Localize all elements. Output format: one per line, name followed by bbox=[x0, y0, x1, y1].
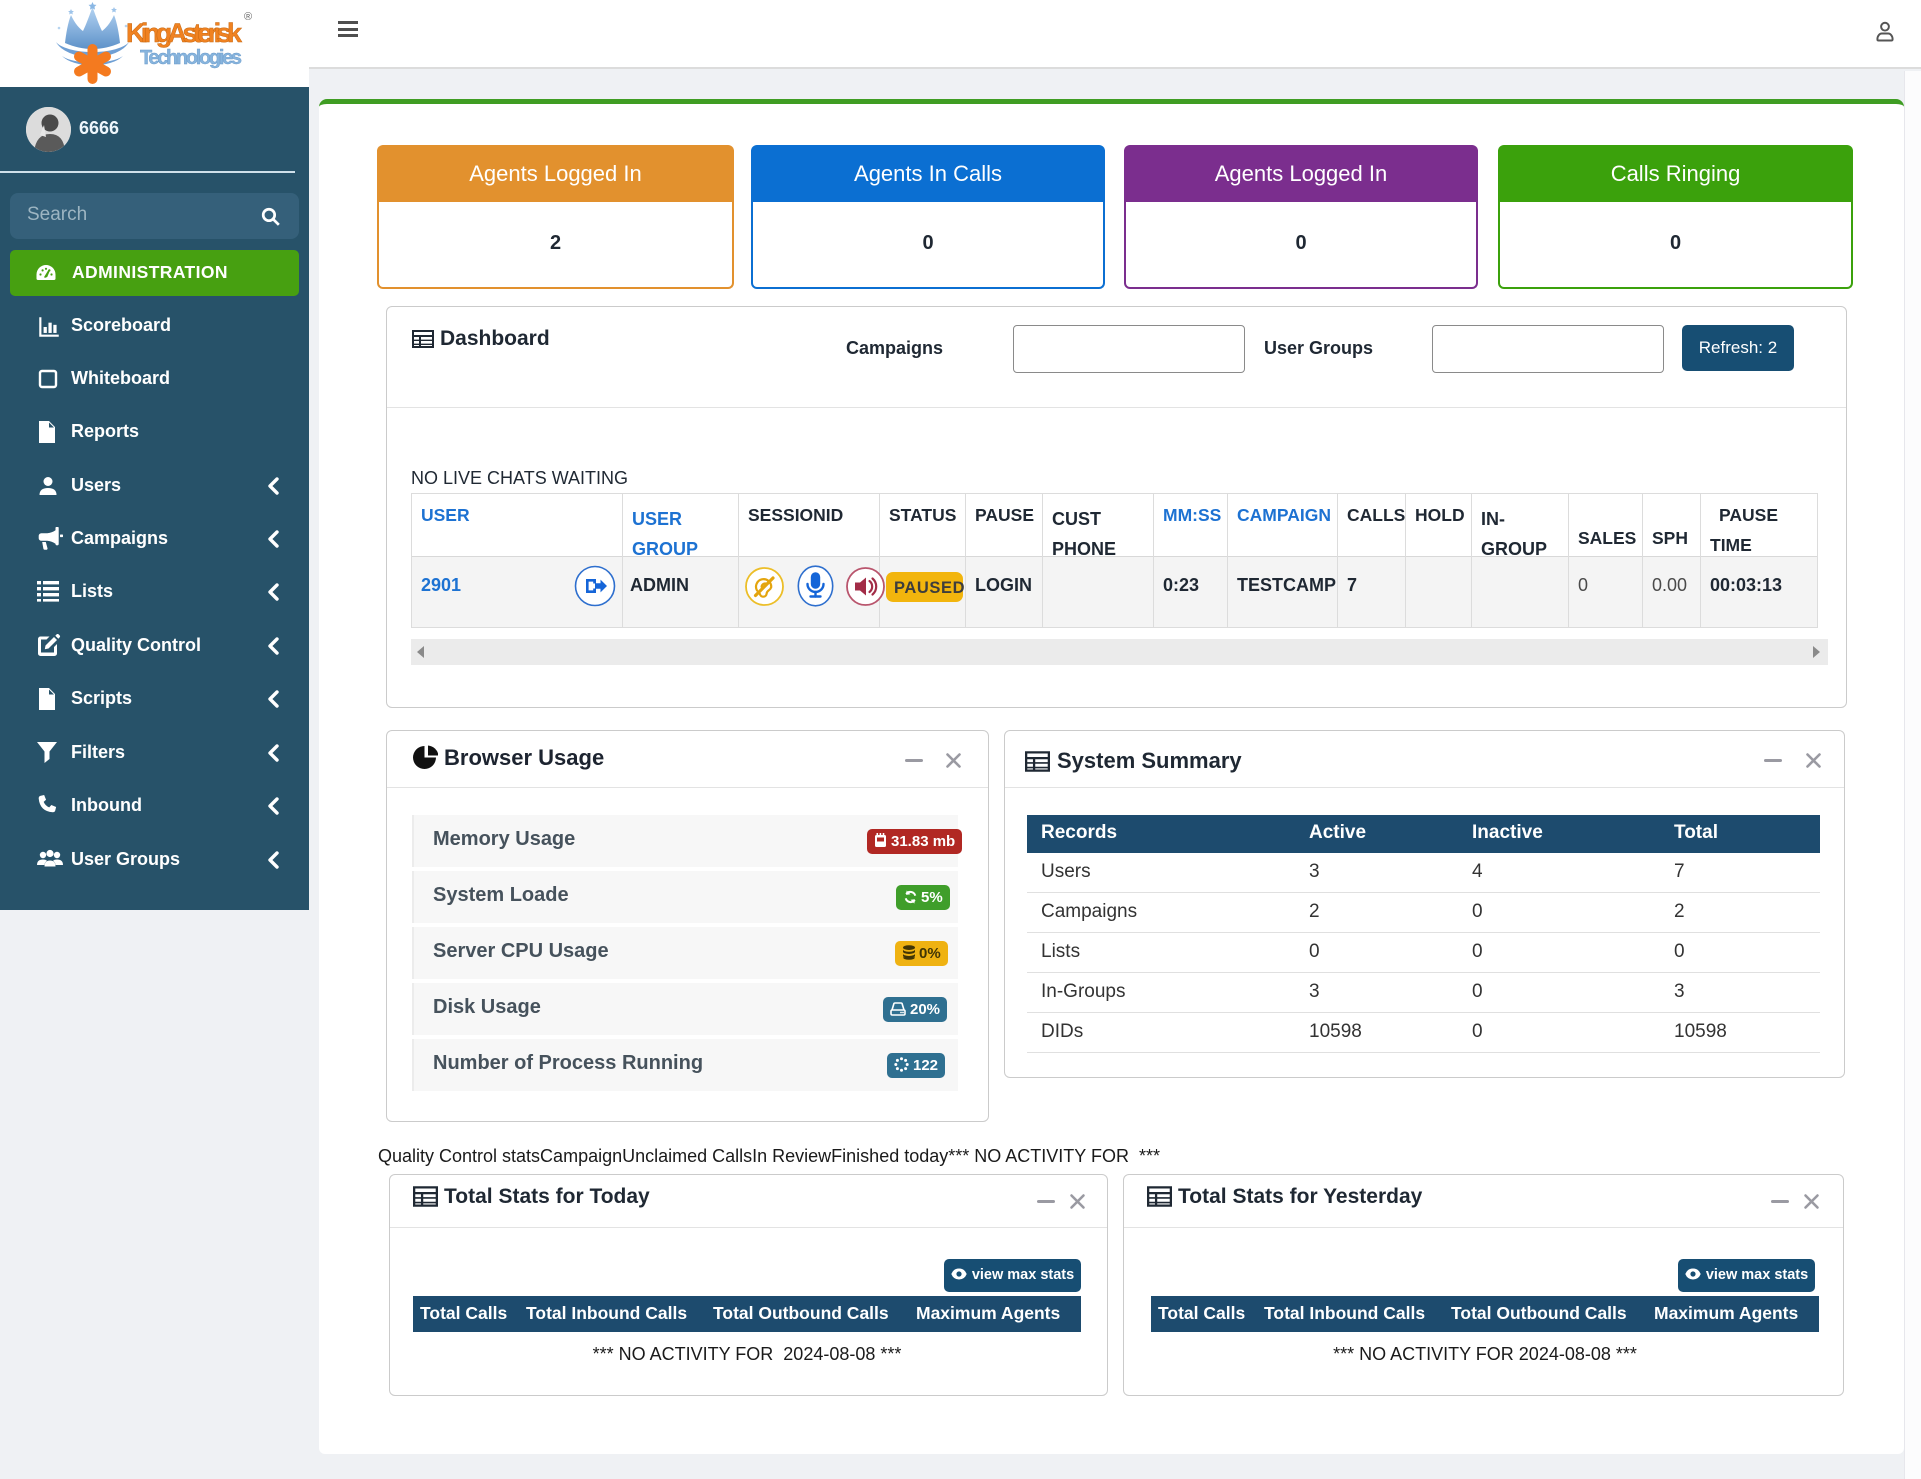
svg-text:®: ® bbox=[244, 11, 252, 23]
svg-text:KingAsterisk: KingAsterisk bbox=[126, 18, 243, 48]
svg-text:Technologies: Technologies bbox=[140, 47, 242, 69]
